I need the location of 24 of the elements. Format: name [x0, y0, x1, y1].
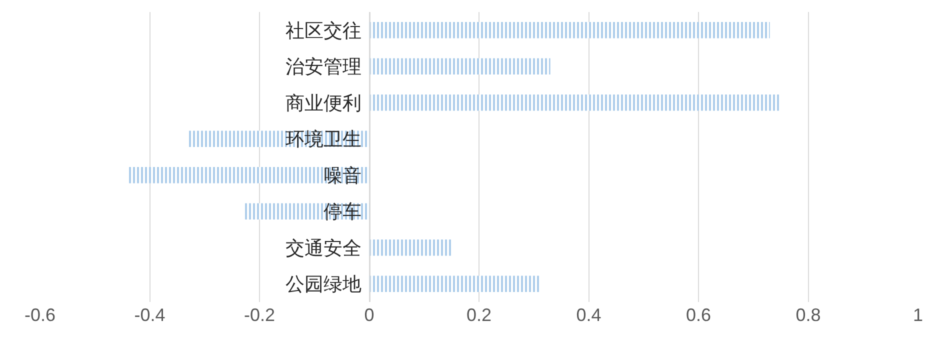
bar	[128, 166, 370, 184]
y-tick-label: 商业便利	[285, 92, 362, 114]
bar	[369, 276, 540, 292]
x-tick-label: 0.8	[796, 305, 821, 325]
bar	[369, 239, 452, 256]
y-tick-label: 环境卫生	[285, 128, 362, 151]
y-tick-label: 治安管理	[285, 56, 362, 78]
y-tick-label: 交通安全	[285, 237, 362, 260]
bar	[369, 94, 781, 111]
y-tick-label: 社区交往	[285, 20, 362, 42]
bar	[369, 22, 770, 38]
bar	[369, 58, 550, 75]
x-tick-label: -0.4	[134, 305, 166, 325]
x-tick-label: 1	[912, 305, 924, 325]
x-tick-label: -0.6	[24, 305, 56, 325]
bar	[243, 203, 370, 220]
x-tick-label: 0.2	[466, 305, 492, 325]
y-tick-label: 公园绿地	[285, 274, 362, 296]
y-tick-label: 噪音	[323, 164, 362, 187]
x-tick-label: -0.2	[244, 305, 276, 325]
x-tick-label: 0.4	[576, 305, 602, 325]
x-tick-label: 0.6	[686, 305, 712, 325]
x-tick-label: 0	[364, 305, 374, 325]
y-tick-label: 停车	[323, 202, 362, 224]
